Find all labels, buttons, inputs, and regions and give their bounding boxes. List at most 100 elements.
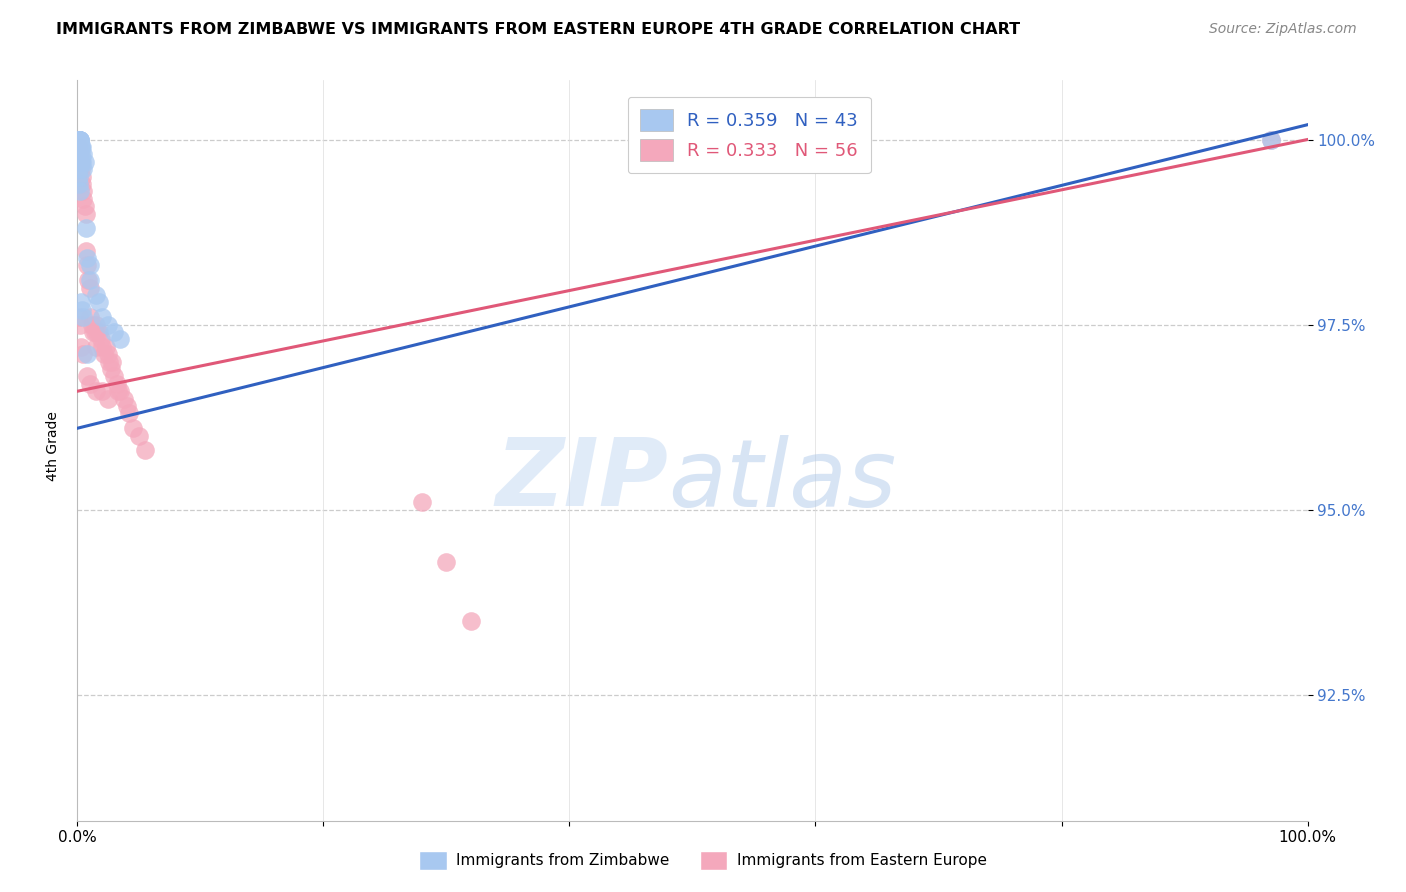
Point	[112, 392, 135, 406]
Point	[70, 340, 93, 354]
Point	[79, 376, 101, 391]
Point	[77, 273, 100, 287]
Point	[101, 354, 124, 368]
Point	[1260, 132, 1282, 146]
Point	[103, 325, 125, 339]
Point	[75, 244, 97, 258]
Text: IMMIGRANTS FROM ZIMBABWE VS IMMIGRANTS FROM EASTERN EUROPE 4TH GRADE CORRELATION: IMMIGRANTS FROM ZIMBABWE VS IMMIGRANTS F…	[56, 22, 1021, 37]
Point	[84, 288, 107, 302]
Point	[67, 132, 90, 146]
Point	[67, 147, 90, 161]
Point	[90, 333, 112, 347]
Point	[436, 555, 458, 569]
Point	[67, 132, 90, 146]
Point	[67, 169, 90, 184]
Point	[70, 177, 93, 191]
Point	[97, 392, 120, 406]
Point	[84, 340, 107, 354]
Point	[82, 318, 104, 332]
Point	[105, 376, 128, 391]
Point	[90, 340, 114, 354]
Point	[411, 495, 433, 509]
Point	[73, 154, 96, 169]
Point	[67, 162, 90, 177]
Point	[67, 132, 90, 146]
Point	[460, 614, 482, 628]
Point	[70, 140, 93, 154]
Point	[128, 428, 150, 442]
Point	[90, 310, 114, 325]
Point	[72, 147, 94, 161]
Point	[69, 132, 91, 146]
Point	[67, 132, 90, 146]
Point	[70, 295, 93, 310]
Point	[70, 302, 93, 317]
Text: 4th Grade: 4th Grade	[46, 411, 60, 481]
Point	[115, 399, 138, 413]
Point	[67, 162, 90, 177]
Point	[69, 318, 91, 332]
Text: atlas: atlas	[668, 434, 896, 525]
Point	[69, 154, 91, 169]
Point	[79, 280, 101, 294]
Point	[67, 132, 90, 146]
Point	[69, 140, 91, 154]
Point	[70, 154, 93, 169]
Point	[84, 384, 107, 399]
Point	[67, 140, 90, 154]
Point	[107, 384, 129, 399]
Point	[75, 221, 97, 235]
Point	[118, 407, 141, 421]
Legend: Immigrants from Zimbabwe, Immigrants from Eastern Europe: Immigrants from Zimbabwe, Immigrants fro…	[412, 843, 994, 877]
Point	[67, 177, 90, 191]
Point	[72, 185, 94, 199]
Point	[110, 384, 132, 399]
Point	[98, 354, 121, 368]
Point	[97, 347, 120, 361]
Text: ZIP: ZIP	[495, 434, 668, 526]
Point	[79, 273, 101, 287]
Point	[100, 362, 122, 376]
Point	[79, 259, 101, 273]
Point	[83, 325, 105, 339]
Point	[70, 154, 93, 169]
Point	[76, 259, 98, 273]
Point	[121, 421, 143, 435]
Point	[94, 340, 117, 354]
Point	[69, 132, 91, 146]
Point	[67, 132, 90, 146]
Point	[1260, 132, 1282, 146]
Point	[70, 140, 93, 154]
Point	[72, 192, 94, 206]
Point	[97, 318, 120, 332]
Point	[67, 132, 90, 146]
Point	[86, 325, 108, 339]
Point	[69, 132, 91, 146]
Point	[84, 318, 107, 332]
Point	[79, 310, 101, 325]
Point	[70, 140, 93, 154]
Point	[70, 147, 93, 161]
Point	[67, 310, 90, 325]
Point	[76, 369, 98, 384]
Point	[67, 132, 90, 146]
Point	[76, 251, 98, 265]
Point	[82, 325, 104, 339]
Point	[103, 369, 125, 384]
Point	[72, 310, 94, 325]
Text: Source: ZipAtlas.com: Source: ZipAtlas.com	[1209, 22, 1357, 37]
Point	[70, 162, 93, 177]
Point	[75, 206, 97, 220]
Point	[70, 154, 93, 169]
Legend: R = 0.359   N = 43, R = 0.333   N = 56: R = 0.359 N = 43, R = 0.333 N = 56	[627, 96, 870, 173]
Point	[134, 443, 156, 458]
Point	[73, 199, 96, 213]
Point	[72, 162, 94, 177]
Point	[67, 132, 90, 146]
Point	[76, 347, 98, 361]
Point	[110, 333, 132, 347]
Point	[69, 132, 91, 146]
Point	[69, 185, 91, 199]
Point	[69, 147, 91, 161]
Point	[67, 132, 90, 146]
